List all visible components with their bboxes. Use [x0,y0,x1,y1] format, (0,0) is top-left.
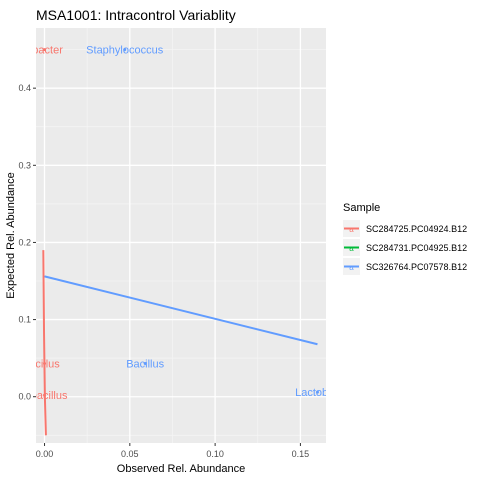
y-tick-label: 0.1 [18,315,31,325]
point-label: Staphylococcus [86,45,164,57]
x-axis: 0.00 0.05 0.10 0.15 [36,443,309,459]
legend-key-glyph: a [349,225,354,234]
plot-panel [36,28,326,443]
data-point [43,362,47,366]
point-label: tobacillus [22,390,68,402]
data-point [43,48,47,52]
data-point [143,362,147,366]
point-label: Lactobac [295,387,340,399]
legend-label: SC284731.PC04925.B12 [366,243,467,253]
grid-minor [36,28,326,443]
data-point [123,48,127,52]
chart-title: MSA1001: Intracontrol Variablity [36,7,236,23]
y-tick-label: 0.2 [18,237,31,247]
x-axis-label: Observed Rel. Abundance [117,463,245,475]
legend-label: SC284725.PC04924.B12 [366,224,467,234]
x-tick-label: 0.15 [292,449,310,459]
x-tick-label: 0.00 [36,449,54,459]
y-axis: 0.0 0.1 0.2 0.3 0.4 [18,83,36,402]
data-point [315,390,319,394]
fit-line-series-2 [44,275,318,346]
y-tick-label: 0.0 [18,392,31,402]
point-label: Bacillus [126,359,164,371]
legend-key-glyph: a [349,263,354,272]
x-tick-label: 0.10 [206,449,224,459]
legend-key-glyph: a [349,244,354,253]
point-label: acillus [29,359,60,371]
point-labels: obacter acillus tobacillus Staphylococcus Ba… [22,45,340,403]
legend-label: SC326764.PC07578.B12 [366,262,467,272]
point-label: obacter [26,45,63,57]
x-tick-label: 0.05 [121,449,139,459]
data-points [43,48,319,397]
legend-title: Sample [343,202,380,214]
y-axis-label: Expected Rel. Abundance [5,172,17,299]
data-point [43,393,47,397]
y-tick-label: 0.4 [18,83,31,93]
legend: Sample a SC284725.PC04924.B12 a SC284731.PC… [343,202,467,275]
y-tick-label: 0.3 [18,160,31,170]
